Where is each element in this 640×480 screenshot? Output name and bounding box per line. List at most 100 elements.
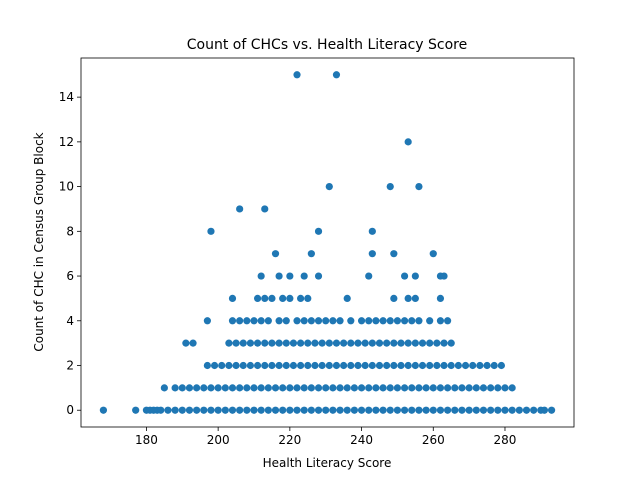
point bbox=[314, 317, 323, 325]
point bbox=[530, 406, 538, 414]
point bbox=[476, 361, 484, 370]
point bbox=[307, 317, 315, 325]
point bbox=[411, 339, 419, 347]
point bbox=[304, 361, 312, 370]
point bbox=[354, 361, 362, 370]
point bbox=[540, 406, 549, 414]
point bbox=[307, 384, 315, 392]
x-tick-label: 260 bbox=[422, 433, 445, 447]
point bbox=[282, 361, 290, 370]
point bbox=[193, 406, 201, 414]
point bbox=[357, 384, 366, 392]
point bbox=[293, 71, 301, 79]
point bbox=[501, 384, 509, 392]
point bbox=[422, 384, 430, 392]
point bbox=[236, 317, 244, 325]
point bbox=[189, 339, 197, 347]
point bbox=[408, 317, 416, 325]
point bbox=[264, 384, 272, 392]
point bbox=[479, 406, 488, 414]
point bbox=[404, 138, 412, 146]
point bbox=[99, 406, 108, 414]
x-tick-label: 240 bbox=[350, 433, 373, 447]
point bbox=[239, 339, 247, 347]
point bbox=[472, 406, 480, 414]
y-tick-label: 10 bbox=[59, 180, 74, 194]
point bbox=[415, 182, 423, 191]
point bbox=[232, 361, 240, 370]
point bbox=[307, 250, 315, 258]
point bbox=[329, 317, 337, 325]
point bbox=[461, 361, 470, 370]
point bbox=[314, 406, 323, 414]
point bbox=[214, 384, 222, 392]
point bbox=[522, 406, 531, 414]
point bbox=[332, 339, 341, 347]
point bbox=[458, 406, 466, 414]
point bbox=[271, 384, 280, 392]
point bbox=[411, 272, 419, 280]
point bbox=[372, 406, 380, 414]
point bbox=[372, 384, 380, 392]
point bbox=[368, 361, 376, 370]
point bbox=[429, 406, 437, 414]
point bbox=[164, 406, 172, 414]
point bbox=[447, 361, 455, 370]
plot-frame bbox=[80, 57, 575, 428]
point bbox=[375, 339, 384, 347]
point bbox=[386, 182, 394, 191]
point bbox=[257, 406, 265, 414]
point bbox=[404, 361, 412, 370]
point bbox=[279, 294, 287, 303]
point bbox=[286, 272, 294, 280]
point bbox=[314, 384, 323, 392]
x-tick-label: 280 bbox=[494, 433, 517, 447]
point bbox=[322, 317, 330, 325]
point bbox=[365, 272, 373, 280]
point bbox=[275, 339, 283, 347]
x-axis-label: Health Literacy Score bbox=[263, 456, 392, 470]
point bbox=[347, 361, 355, 370]
point bbox=[286, 294, 294, 303]
point bbox=[501, 406, 509, 414]
point bbox=[440, 339, 448, 347]
point bbox=[253, 294, 262, 303]
point bbox=[347, 339, 355, 347]
point bbox=[318, 339, 326, 347]
point bbox=[343, 406, 351, 414]
point bbox=[268, 361, 276, 370]
point bbox=[160, 384, 168, 392]
point bbox=[451, 406, 459, 414]
point bbox=[494, 384, 502, 392]
y-tick-label: 2 bbox=[66, 359, 74, 373]
x-tick-label: 220 bbox=[278, 433, 301, 447]
point bbox=[322, 406, 330, 414]
point bbox=[261, 294, 269, 303]
point bbox=[426, 339, 434, 347]
point bbox=[253, 361, 262, 370]
point bbox=[361, 339, 369, 347]
point bbox=[228, 406, 237, 414]
point bbox=[390, 250, 398, 258]
point bbox=[379, 317, 387, 325]
point bbox=[236, 205, 244, 213]
point bbox=[465, 384, 473, 392]
point bbox=[300, 384, 308, 392]
point bbox=[444, 384, 452, 392]
point bbox=[275, 272, 283, 280]
point bbox=[365, 317, 373, 325]
point bbox=[261, 339, 269, 347]
point bbox=[386, 384, 394, 392]
point bbox=[257, 317, 265, 325]
point bbox=[357, 317, 366, 325]
point bbox=[494, 406, 502, 414]
point bbox=[440, 361, 448, 370]
point bbox=[390, 294, 398, 303]
point bbox=[228, 384, 237, 392]
point bbox=[390, 361, 398, 370]
point bbox=[325, 361, 333, 370]
point bbox=[311, 361, 319, 370]
point bbox=[286, 406, 294, 414]
point bbox=[200, 406, 208, 414]
point bbox=[343, 294, 351, 303]
